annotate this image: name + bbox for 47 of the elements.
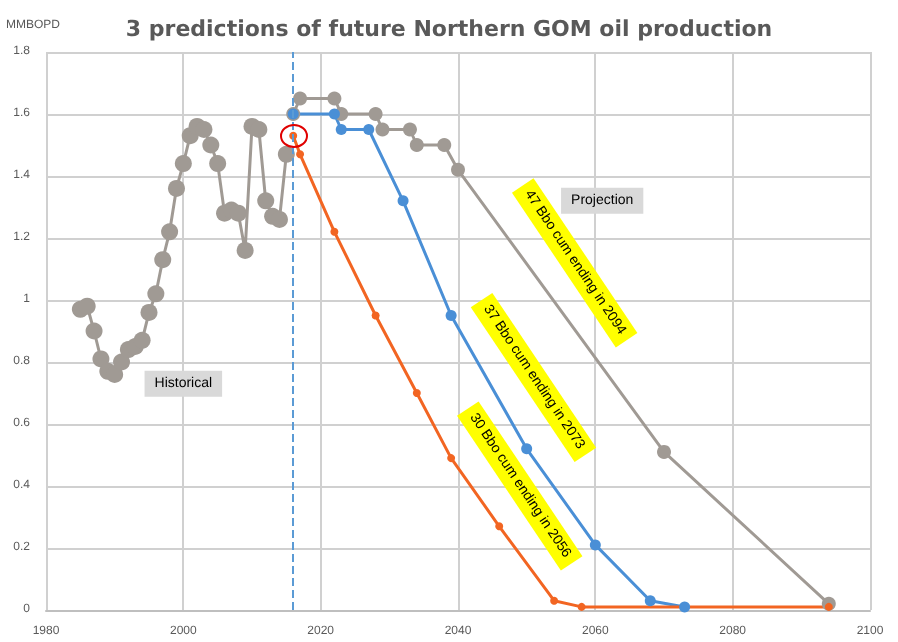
point <box>644 595 656 607</box>
point <box>402 122 417 137</box>
point <box>371 311 380 320</box>
point <box>363 124 375 135</box>
point <box>679 601 691 613</box>
point <box>106 365 124 383</box>
point <box>133 331 151 349</box>
point <box>85 322 103 340</box>
point <box>375 122 390 137</box>
point <box>174 155 192 173</box>
point <box>451 162 465 177</box>
point <box>437 138 452 152</box>
point <box>236 241 254 259</box>
point <box>328 108 340 120</box>
point <box>327 91 342 106</box>
point <box>154 251 172 269</box>
point <box>202 136 220 154</box>
point <box>550 596 559 605</box>
point <box>397 195 409 207</box>
point <box>330 227 339 236</box>
point <box>589 539 601 551</box>
point <box>270 210 288 228</box>
point <box>335 124 347 135</box>
point <box>78 297 96 315</box>
point <box>140 303 158 321</box>
chart-title: 3 predictions of future Northern GOM oil production <box>125 16 773 42</box>
point <box>577 602 586 611</box>
point <box>521 443 533 455</box>
point <box>657 444 671 459</box>
point <box>495 522 504 531</box>
point <box>447 454 456 463</box>
point <box>209 155 227 173</box>
point <box>368 107 383 121</box>
point <box>167 179 185 197</box>
point <box>412 389 421 397</box>
point <box>147 285 165 303</box>
point <box>293 91 308 106</box>
point <box>277 145 295 163</box>
point <box>92 350 110 368</box>
point <box>257 192 275 210</box>
point <box>161 223 179 241</box>
point <box>113 353 131 371</box>
point <box>445 310 457 321</box>
point <box>824 602 833 611</box>
point <box>409 138 424 152</box>
point <box>296 150 305 159</box>
point <box>229 204 247 222</box>
